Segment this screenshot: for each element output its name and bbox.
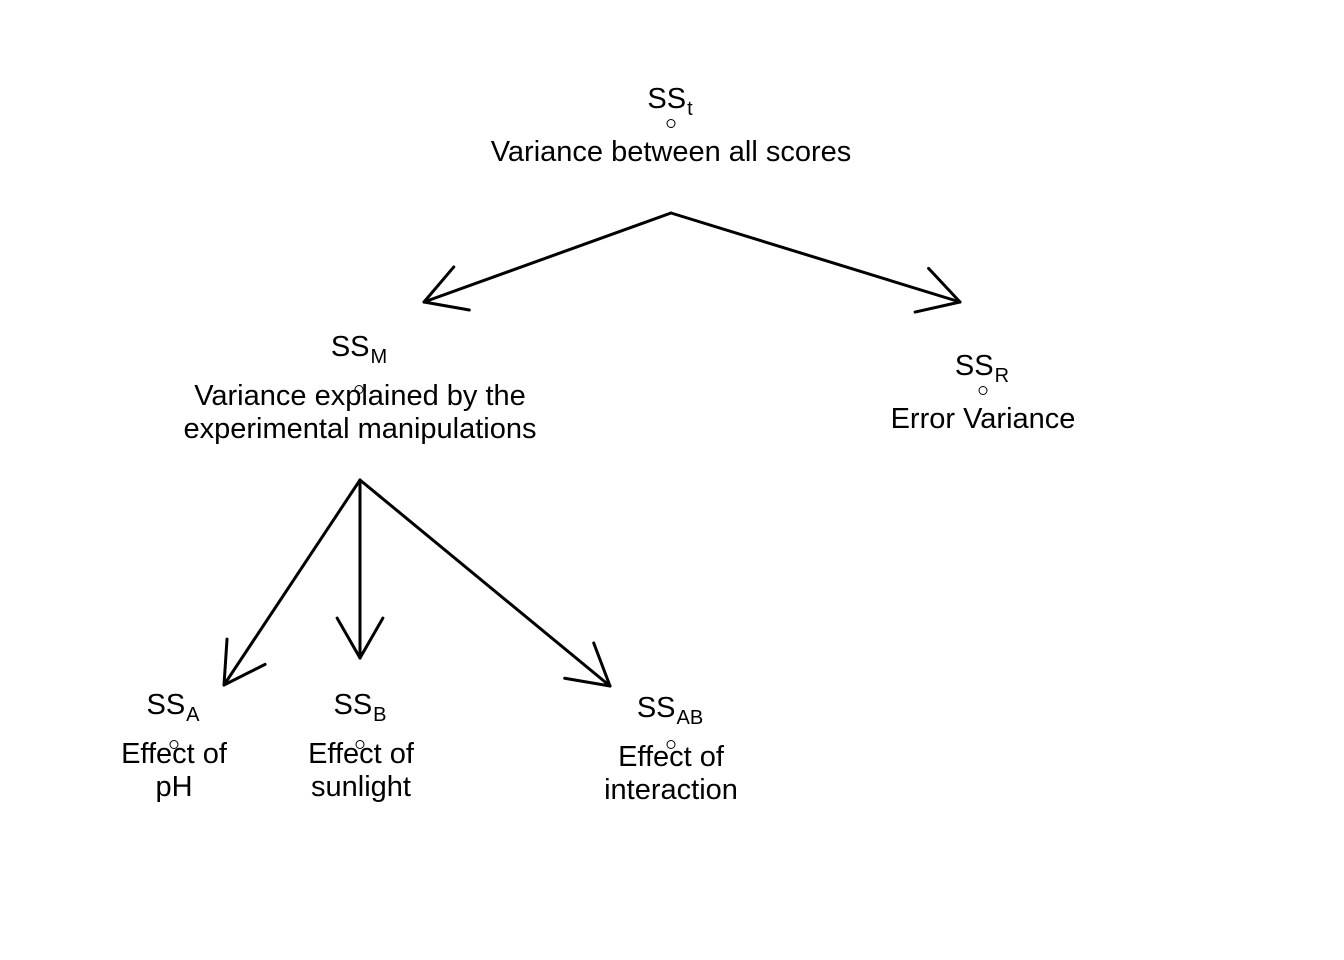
node-total-desc-line-1: Variance between all scores: [490, 136, 852, 168]
arrow-model-to-interaction-shaft: [358, 478, 612, 688]
ss-total-subscript: t: [687, 98, 693, 120]
node-model-desc-line-2: experimental manipulations: [183, 413, 537, 445]
arrow-model-to-factor_a-head-1: [222, 662, 267, 687]
arrow-total-to-residual-head-2: [913, 300, 962, 314]
node-residual-marker: [978, 386, 988, 395]
node-factor-a-desc-line-1: Effect of: [121, 738, 227, 770]
ss-interaction-label: SSAB: [636, 692, 703, 729]
node-factor-b-marker: [355, 740, 365, 749]
ss-factor-a-subscript: A: [186, 704, 200, 726]
ss-total-main: SS: [647, 83, 687, 115]
arrow-total-to-model-shaft: [422, 211, 673, 304]
ss-residual-main: SS: [954, 350, 994, 382]
node-interaction-marker: [666, 740, 676, 749]
ss-model-main: SS: [330, 331, 370, 363]
arrow-model-to-interaction-head-2: [563, 676, 612, 688]
arrow-model-to-factor_b-head-2: [335, 616, 362, 660]
node-interaction-desc-line-1: Effect of: [618, 741, 724, 773]
ss-residual-subscript: R: [994, 365, 1010, 387]
arrow-total-to-model-head-2: [422, 265, 456, 304]
node-factor-b-description: Effect of sunlight: [308, 738, 414, 804]
node-total-marker: [666, 119, 676, 128]
node-factor-b-desc-line-2: sunlight: [311, 771, 411, 803]
arrow-total-to-residual-head-1: [927, 266, 962, 304]
node-model-marker: [354, 385, 364, 394]
ss-factor-b-label: SSB: [333, 689, 386, 726]
node-factor-b-desc-line-1: Effect of: [308, 738, 414, 770]
arrow-model-to-factor_a-shaft: [222, 478, 362, 687]
ss-model-subscript: M: [370, 346, 388, 368]
node-residual-description: Error Variance: [891, 403, 1076, 436]
node-interaction-desc-line-2: interaction: [604, 774, 738, 806]
ss-interaction-subscript: AB: [676, 707, 704, 729]
arrow-model-to-factor_a-head-2: [222, 637, 229, 687]
node-factor-a-desc-line-2: pH: [155, 771, 193, 803]
ss-interaction-main: SS: [636, 692, 676, 724]
ss-model-label: SSM: [330, 331, 387, 368]
node-interaction-description: Effect of interaction: [604, 741, 738, 807]
ss-factor-a-label: SSA: [146, 689, 199, 726]
ss-factor-b-main: SS: [333, 689, 373, 721]
node-factor-a-description: Effect of pH: [121, 738, 227, 804]
node-factor-a-marker: [169, 740, 179, 749]
node-model-description: Variance explained by the experimental m…: [183, 380, 536, 446]
ss-residual-label: SSR: [954, 350, 1009, 387]
node-total-description: Variance between all scores: [491, 136, 852, 169]
ss-total-label: SSt: [647, 83, 692, 120]
node-residual-desc-line-1: Error Variance: [890, 403, 1076, 435]
arrow-total-to-residual-shaft: [669, 211, 962, 304]
arrow-model-to-factor_b-head-1: [358, 616, 385, 660]
node-model-desc-line-1: Variance explained by the: [194, 380, 526, 412]
arrow-model-to-interaction-head-1: [592, 641, 612, 688]
arrow-total-to-model-head-1: [422, 300, 471, 312]
ss-factor-a-main: SS: [146, 689, 186, 721]
ss-factor-b-subscript: B: [373, 704, 387, 726]
